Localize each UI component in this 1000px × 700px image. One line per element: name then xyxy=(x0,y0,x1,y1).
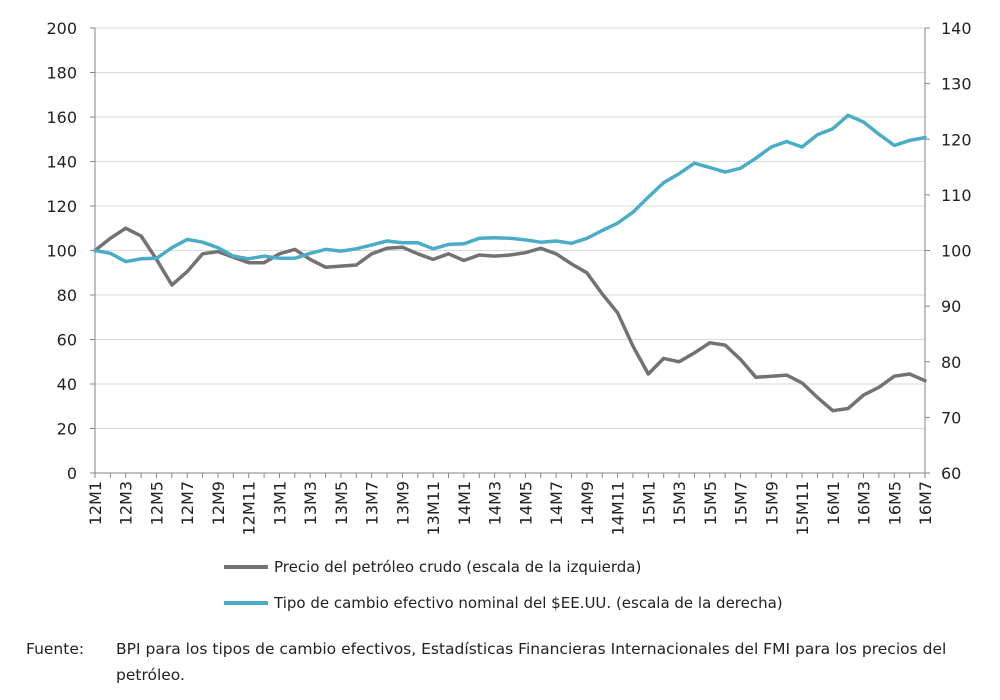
x-tick-label: 15M1 xyxy=(639,481,658,525)
right-tick-label: 130 xyxy=(941,75,972,94)
right-tick-label: 90 xyxy=(941,297,961,316)
x-tick-label: 15M11 xyxy=(793,481,812,536)
series-line-usd-exchange-rate xyxy=(93,113,927,264)
series-lines xyxy=(93,113,927,413)
footnote-text: BPI para los tipos de cambio efectivos, … xyxy=(116,640,947,684)
x-tick-label: 13M3 xyxy=(301,481,320,525)
series-line-oil-price xyxy=(93,226,927,413)
x-tick-label: 12M1 xyxy=(86,481,105,525)
chart: 0 20 40 60 80 100 120 140 160 180 200 60 70 80 90 100 1… xyxy=(46,19,972,536)
x-tick-label: 15M5 xyxy=(701,481,720,525)
left-tick-label: 200 xyxy=(46,19,77,38)
x-tick-label: 14M11 xyxy=(609,481,628,536)
x-tick-label: 12M5 xyxy=(147,481,166,525)
legend-item-fx: Tipo de cambio efectivo nominal del $EE.… xyxy=(224,594,783,612)
left-tick-label: 140 xyxy=(46,153,77,172)
left-tick-label: 40 xyxy=(57,375,77,394)
right-tick-label: 80 xyxy=(941,353,961,372)
x-tick-label: 13M11 xyxy=(424,481,443,536)
left-tick-label: 100 xyxy=(46,242,77,261)
legend-label-fx: Tipo de cambio efectivo nominal del $EE.… xyxy=(274,594,783,612)
left-tick-label: 0 xyxy=(67,464,77,483)
x-tick-label: 12M9 xyxy=(209,481,228,525)
left-tick-label: 160 xyxy=(46,108,77,127)
footnote: Fuente: BPI para los tipos de cambio efe… xyxy=(26,636,956,688)
x-tick-label: 12M7 xyxy=(178,481,197,525)
right-tick-label: 120 xyxy=(941,130,972,149)
legend-swatch-fx xyxy=(224,601,268,605)
x-tick-label: 14M1 xyxy=(455,481,474,525)
x-tick-label: 12M11 xyxy=(240,481,259,536)
x-tick-label: 15M9 xyxy=(762,481,781,525)
x-tick-label: 14M9 xyxy=(578,481,597,525)
x-tick-label: 14M3 xyxy=(486,481,505,525)
x-tick-label: 16M1 xyxy=(824,481,843,525)
x-tick-label: 14M7 xyxy=(547,481,566,525)
left-tick-label: 180 xyxy=(46,64,77,83)
x-tick-label: 15M3 xyxy=(670,481,689,525)
right-tick-label: 110 xyxy=(941,186,972,205)
left-tick-label: 80 xyxy=(57,286,77,305)
x-tick-label: 13M5 xyxy=(332,481,351,525)
x-tick-label: 13M9 xyxy=(393,481,412,525)
x-tick-label: 15M7 xyxy=(732,481,751,525)
right-tick-label: 140 xyxy=(941,19,972,38)
legend-label-oil: Precio del petróleo crudo (escala de la … xyxy=(274,558,642,576)
x-tick-label: 16M5 xyxy=(885,481,904,525)
gridlines xyxy=(95,27,925,429)
left-axis-ticks: 0 20 40 60 80 100 120 140 160 180 200 xyxy=(46,19,95,483)
left-tick-label: 120 xyxy=(46,197,77,216)
left-tick-label: 20 xyxy=(57,420,77,439)
right-tick-label: 100 xyxy=(941,242,972,261)
right-axis-ticks: 60 70 80 90 100 110 120 130 140 xyxy=(925,19,972,483)
x-tick-label: 12M3 xyxy=(117,481,136,525)
x-axis-ticks: 12M1 12M3 12M5 12M7 12M9 12M11 13M1 13M3 13M5 13M… xyxy=(86,473,935,536)
x-tick-label: 13M1 xyxy=(270,481,289,525)
footnote-label: Fuente: xyxy=(26,640,85,658)
right-tick-label: 70 xyxy=(941,408,961,427)
x-tick-label: 13M7 xyxy=(363,481,382,525)
legend-item-oil: Precio del petróleo crudo (escala de la … xyxy=(224,558,641,576)
left-tick-label: 60 xyxy=(57,331,77,350)
x-tick-label: 16M7 xyxy=(916,481,935,525)
legend-swatch-oil xyxy=(224,565,268,569)
x-tick-label: 14M5 xyxy=(516,481,535,525)
right-tick-label: 60 xyxy=(941,464,961,483)
x-tick-label: 16M3 xyxy=(855,481,874,525)
